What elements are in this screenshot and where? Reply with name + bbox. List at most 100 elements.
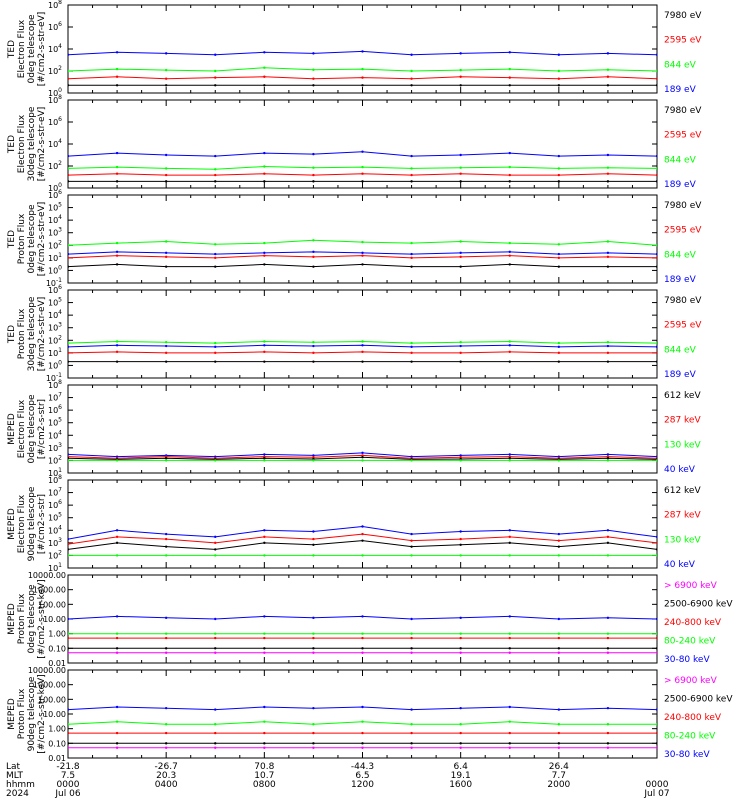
data-point — [164, 647, 168, 650]
data-point — [459, 255, 462, 259]
data-point — [508, 632, 511, 635]
data-point — [606, 255, 610, 259]
data-point — [557, 459, 561, 462]
time-axis-value: 0400 — [155, 780, 178, 790]
data-point — [508, 636, 511, 640]
y-axis-label: Electron Flux — [17, 19, 27, 78]
data-point — [214, 345, 217, 349]
data-point — [115, 615, 119, 618]
data-point — [508, 453, 511, 456]
data-point — [263, 742, 266, 745]
data-point — [508, 250, 511, 254]
y-tick-label: 105 — [48, 417, 62, 428]
data-point — [410, 360, 413, 363]
data-point — [263, 636, 266, 640]
legend-entry: 7980 eV — [664, 106, 702, 116]
legend-entry: 612 keV — [664, 486, 701, 496]
data-point — [410, 723, 413, 726]
data-point — [214, 168, 217, 171]
data-point — [214, 69, 217, 73]
legend-entry: 2595 eV — [664, 131, 702, 141]
data-point — [115, 632, 119, 635]
data-point — [312, 647, 315, 650]
data-point — [606, 535, 610, 539]
legend-entry: 80-240 keV — [664, 637, 716, 647]
data-point — [606, 52, 610, 55]
data-point — [508, 731, 511, 735]
data-point — [459, 742, 462, 745]
data-point — [214, 742, 217, 745]
data-point — [68, 154, 70, 158]
data-point — [508, 84, 511, 87]
data-point — [164, 554, 168, 557]
data-point — [312, 636, 315, 640]
data-point — [606, 344, 610, 348]
data-point — [655, 265, 657, 268]
legend-entry: 80-240 keV — [664, 732, 716, 742]
plot-frame — [67, 289, 658, 379]
data-point — [214, 554, 217, 557]
data-point — [214, 535, 217, 539]
data-point — [655, 53, 657, 56]
data-point — [214, 651, 217, 654]
data-point — [410, 256, 413, 260]
legend-entry: 7980 eV — [664, 296, 702, 306]
data-point — [164, 251, 168, 255]
data-point — [508, 67, 511, 71]
legend-entry: 240-800 keV — [664, 618, 722, 628]
data-point — [68, 453, 70, 456]
data-point — [557, 723, 561, 726]
data-point — [263, 51, 266, 54]
data-point — [164, 360, 168, 363]
y-axis-label: [#/cm2-s-str] — [37, 399, 47, 459]
y-tick-label: 100.00 — [38, 600, 66, 609]
y-tick-label: 0.10 — [48, 739, 66, 748]
data-point — [312, 173, 315, 177]
data-point — [361, 360, 364, 363]
data-point — [410, 69, 413, 73]
data-point — [68, 632, 70, 635]
data-point — [459, 265, 462, 268]
y-tick-label: 1.00 — [48, 725, 66, 734]
data-point — [312, 166, 315, 169]
data-point — [606, 75, 610, 78]
panel-2: 100 102 104 106 108 TED Electron Flux 30deg tel… — [7, 94, 702, 193]
data-point — [214, 252, 217, 256]
data-point — [606, 172, 610, 175]
data-point — [557, 708, 561, 711]
data-point — [557, 173, 561, 177]
y-tick-label: 10.00 — [43, 615, 66, 624]
data-point — [68, 351, 70, 355]
data-point — [312, 742, 315, 745]
data-point — [410, 532, 413, 536]
data-point — [410, 651, 413, 654]
data-point — [115, 746, 119, 749]
data-point — [606, 459, 610, 462]
y-axis-label: TED — [7, 230, 17, 249]
data-point — [655, 636, 657, 640]
data-point — [68, 617, 70, 621]
data-point — [361, 459, 364, 462]
data-point — [68, 173, 70, 177]
data-point — [606, 632, 610, 635]
series-group — [68, 705, 657, 749]
data-point — [410, 545, 413, 548]
data-point — [164, 537, 168, 541]
data-point — [606, 360, 610, 363]
y-axis-label: MEPED — [7, 603, 17, 635]
data-point — [459, 52, 462, 55]
data-point — [68, 542, 70, 546]
data-point — [263, 459, 266, 462]
y-axis-label: 0deg telescope — [27, 584, 37, 654]
data-point — [164, 341, 168, 344]
y-axis-label: [#/cm2-s-str-keV] — [37, 579, 47, 658]
data-point — [508, 241, 511, 245]
data-point — [214, 84, 217, 87]
y-axis-label: [#/cm2-s-str-eV] — [37, 297, 47, 372]
y-tick-label: 103 — [48, 227, 62, 238]
y-tick-label: 100 — [48, 359, 62, 370]
y-axis-label: MEPED — [7, 698, 17, 730]
data-point — [361, 344, 364, 347]
data-point — [508, 165, 511, 169]
data-point — [606, 351, 610, 355]
